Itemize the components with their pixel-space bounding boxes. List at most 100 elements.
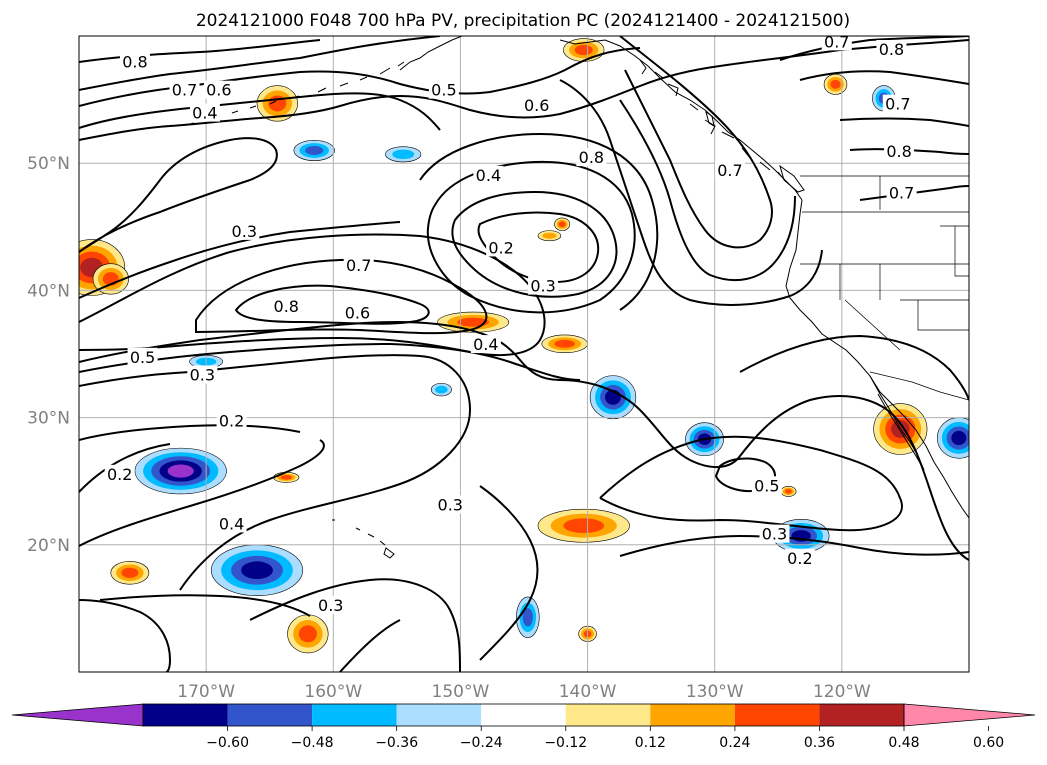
contour-label: 0.5 bbox=[431, 81, 456, 100]
precip-shade bbox=[280, 475, 292, 480]
contour-label: 0.8 bbox=[122, 53, 147, 72]
contour-label-bg bbox=[473, 165, 504, 184]
colorbar-tick-label: 0.60 bbox=[973, 735, 1004, 751]
map-panel: 0.8 0.7 0.6 0.5 0.4 0.6 0.7 0.8 0.7 0.8 0.7 0.8 0.7 0… bbox=[78, 35, 970, 673]
colorbar-tick-label: 0.24 bbox=[719, 735, 750, 751]
pv-contour-0.4-south bbox=[79, 439, 325, 617]
precip-positive-blob bbox=[554, 217, 571, 231]
contour-label-bg bbox=[343, 256, 374, 275]
pv-contour-0.5-jet bbox=[79, 321, 561, 381]
contour-label: 0.4 bbox=[192, 104, 217, 123]
precip-shade bbox=[392, 149, 415, 159]
contour-label-bg bbox=[229, 221, 260, 240]
precip-shade bbox=[951, 430, 967, 446]
precip-positive-blob bbox=[537, 508, 630, 543]
contour-label: 0.3 bbox=[530, 277, 555, 296]
colorbar-tick-label: −0.60 bbox=[206, 735, 249, 751]
colorbar-segment bbox=[396, 704, 482, 726]
pv-contour-0.2-south2 bbox=[79, 599, 172, 672]
lat-tick-label: 40°N bbox=[27, 281, 70, 301]
contour-label: 0.3 bbox=[190, 366, 215, 385]
precip-positive-blob bbox=[563, 38, 605, 62]
figure-title: 2024121000 F048 700 hPa PV, precipitatio… bbox=[196, 11, 850, 31]
alaska-coast bbox=[399, 36, 803, 201]
contour-label-bg bbox=[486, 238, 517, 257]
contour-label: 0.5 bbox=[754, 476, 779, 495]
colorbar: −0.60 −0.48 −0.36 −0.24 −0.12 0.12 0.24 0.36 0.4… bbox=[11, 703, 1036, 751]
pv-contour-0.7-northeast bbox=[779, 36, 969, 85]
contour-label: 0.8 bbox=[879, 40, 904, 59]
contour-label: 0.3 bbox=[318, 596, 343, 615]
precip-shade bbox=[241, 561, 273, 580]
contour-label-bg bbox=[751, 476, 782, 495]
contour-label-bg bbox=[886, 183, 917, 202]
colorbar-segment bbox=[819, 704, 904, 726]
contour-label: 0.4 bbox=[473, 335, 498, 354]
contour-label-bg bbox=[759, 524, 790, 543]
pv-contour-0.2-south bbox=[79, 424, 969, 557]
lat-tick-label: 20°N bbox=[27, 536, 70, 556]
contour-label-bg bbox=[203, 80, 234, 99]
colorbar-tick-label: −0.36 bbox=[375, 735, 418, 751]
pv-contour-0.3-west bbox=[79, 137, 278, 253]
precip-shade bbox=[121, 567, 139, 578]
colorbar-tick-label: 0.48 bbox=[888, 735, 919, 751]
contour-label: 0.6 bbox=[206, 81, 231, 100]
precip-negative-blob bbox=[430, 382, 452, 397]
contour-label: 0.4 bbox=[219, 514, 244, 533]
contour-label: 0.6 bbox=[345, 303, 370, 322]
colorbar-outline bbox=[142, 703, 905, 727]
lon-tick-label: 160°W bbox=[304, 682, 362, 702]
precip-positive-blob bbox=[780, 485, 797, 497]
pv-contour-0.7-east bbox=[619, 36, 773, 249]
pv-contour-0.5-north bbox=[79, 92, 441, 131]
map-frame bbox=[78, 35, 970, 673]
contour-label-bg bbox=[576, 148, 607, 167]
longitude-labels: 170°W 160°W 150°W 140°W 130°W 120°W bbox=[177, 682, 871, 702]
precip-negative-blob bbox=[293, 140, 335, 161]
hawaiian-islands bbox=[332, 519, 395, 559]
lon-tick-label: 150°W bbox=[432, 682, 490, 702]
contour-label: 0.7 bbox=[717, 161, 742, 180]
precip-negative-blob bbox=[210, 544, 304, 596]
pv-contour-0.2-southeast bbox=[739, 334, 969, 401]
contour-label-bg bbox=[470, 335, 501, 354]
precipitation-shading bbox=[79, 38, 969, 654]
contour-label: 0.3 bbox=[438, 495, 463, 514]
colorbar-tick-label: −0.48 bbox=[291, 735, 334, 751]
colorbar-extend-high bbox=[903, 703, 1036, 727]
contour-label-bg bbox=[342, 303, 373, 322]
contour-label-bg bbox=[714, 160, 745, 179]
contour-label-bg bbox=[127, 347, 158, 366]
contour-label: 0.8 bbox=[274, 297, 299, 316]
precip-shade bbox=[435, 385, 448, 394]
colorbar-segment bbox=[143, 704, 228, 726]
contour-label: 0.3 bbox=[232, 222, 257, 241]
contour-labels: 0.8 0.7 0.6 0.5 0.4 0.6 0.7 0.8 0.7 0.8 0.7 0.8 0.7 0… bbox=[104, 36, 917, 615]
pv-contour-0.8-east bbox=[619, 99, 796, 282]
pv-contour-0.7-north bbox=[79, 36, 441, 91]
contour-label-bg bbox=[216, 411, 247, 430]
colorbar-segment bbox=[565, 704, 651, 726]
contour-label-bg bbox=[521, 95, 552, 114]
contour-label-bg bbox=[784, 548, 815, 567]
colorbar-segment bbox=[481, 704, 566, 726]
colorbar-tick-label: −0.12 bbox=[544, 735, 587, 751]
precip-shade bbox=[167, 464, 194, 478]
pv-contour-0.3-main bbox=[79, 221, 421, 387]
lon-tick-label: 120°W bbox=[813, 682, 871, 702]
contour-label: 0.7 bbox=[885, 95, 910, 114]
pv-contour-0.3-middle bbox=[559, 379, 969, 561]
precip-negative-blob bbox=[134, 447, 227, 495]
colorbar-tick-label: 0.12 bbox=[635, 735, 666, 751]
precip-shade bbox=[522, 608, 533, 627]
precip-positive-blob bbox=[92, 263, 129, 295]
precip-negative-blob bbox=[516, 596, 540, 638]
precip-negative-blob bbox=[385, 146, 422, 163]
pv-contour-0.3-far-south bbox=[479, 485, 539, 661]
contour-label: 0.2 bbox=[107, 465, 132, 484]
precip-positive-blob bbox=[273, 471, 300, 483]
contour-label-bg bbox=[821, 36, 852, 51]
colorbar-segment bbox=[650, 704, 735, 726]
lat-tick-label: 30°N bbox=[27, 409, 70, 429]
